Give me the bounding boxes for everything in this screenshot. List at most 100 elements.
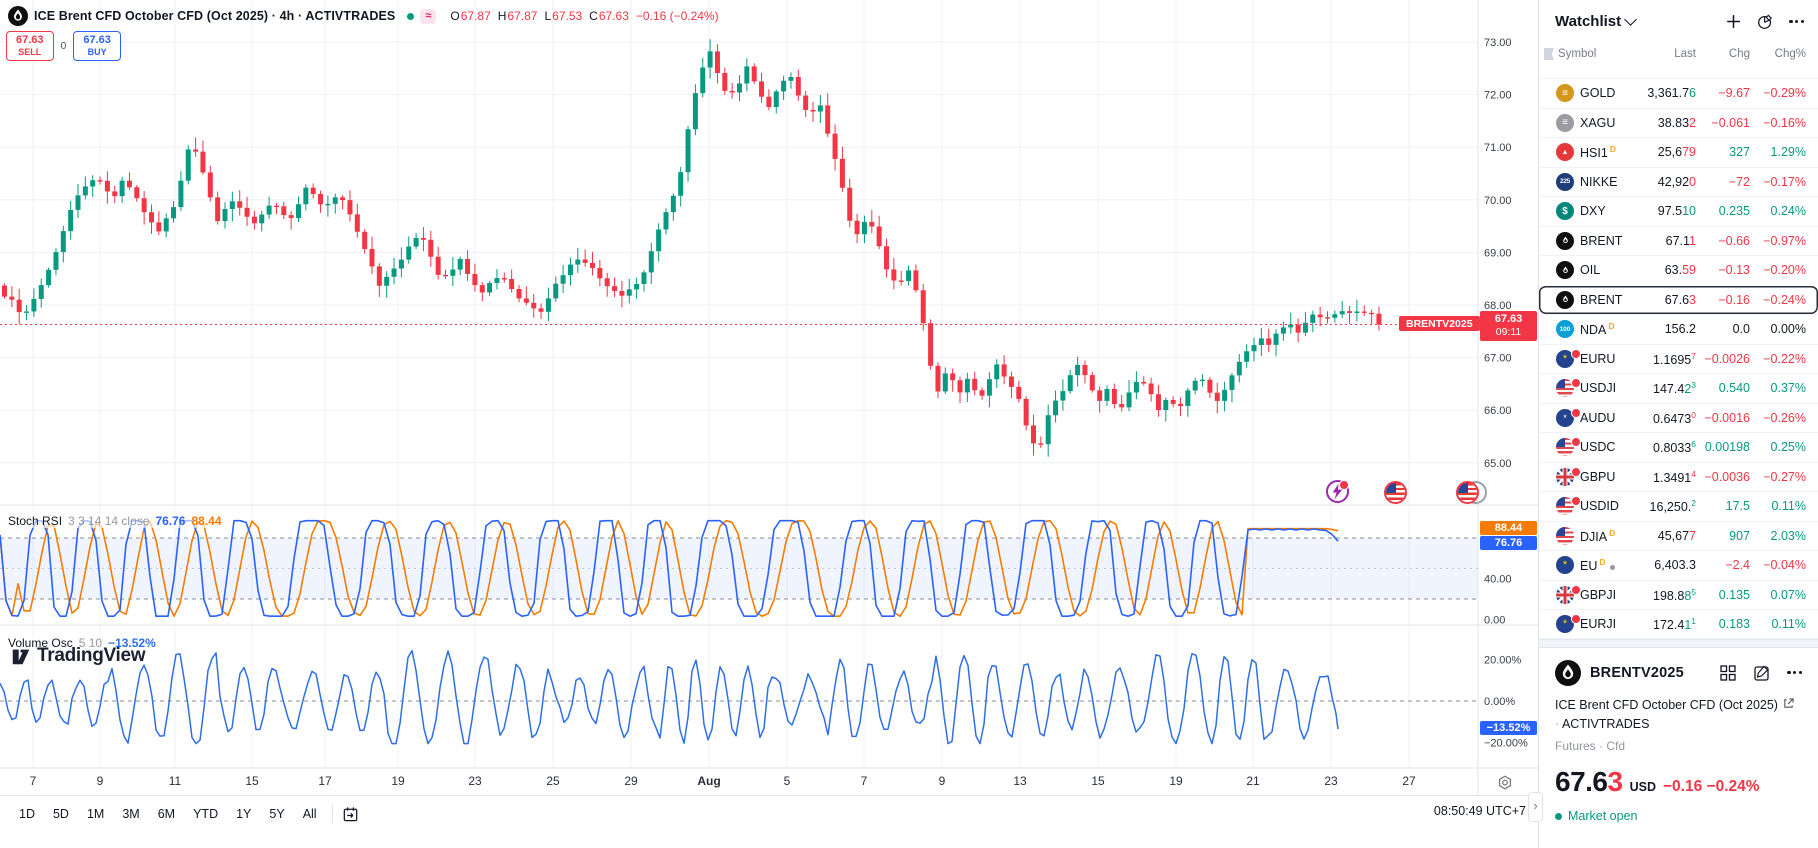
range-3M[interactable]: 3M — [122, 807, 140, 821]
time-axis-label: 23 — [1324, 774, 1338, 788]
change-pct-cell: −0.24% — [1763, 292, 1806, 307]
grid-view-icon[interactable] — [1719, 664, 1737, 682]
time-axis[interactable]: 7 9 11 15 17 19 23 25 29 Aug 5 7 9 13 15 19 21 23 27 — [0, 768, 1478, 795]
time-axis-label: 17 — [318, 774, 332, 788]
stoch-rsi-label[interactable]: Stoch RSI 3 3 14 14 close 76.76 88.44 — [8, 514, 222, 528]
watchlist-row-gold[interactable]: ≡ GOLD 3,361.76 −9.67 −0.29% — [1539, 78, 1818, 108]
hsi-symbol-icon: ▲ — [1556, 143, 1580, 162]
symbol-title[interactable]: ICE Brent CFD October CFD (Oct 2025) · 4… — [34, 9, 396, 23]
panel-divider[interactable] — [1539, 638, 1818, 648]
watchlist-row-nda[interactable]: 100 NDA D 156.2 0.0 0.00% — [1539, 314, 1818, 344]
last-price-cell: 156.2 — [1664, 322, 1696, 337]
change-pct-cell: −0.17% — [1763, 174, 1806, 189]
watchlist-row-hsi1[interactable]: ▲ HSI1 D 25,679 327 1.29% — [1539, 137, 1818, 167]
sell-button[interactable]: 67.63 SELL — [6, 31, 54, 61]
time-axis-label: Aug — [697, 774, 721, 788]
watchlist-menu-icon[interactable] — [1789, 19, 1804, 24]
external-link-icon[interactable] — [1783, 697, 1795, 709]
watchlist-row-oil[interactable]: OIL 63.59 −0.13 −0.20% — [1539, 255, 1818, 285]
watchlist-row-gbpu[interactable]: GBPU 1.34914 −0.0036 −0.27% — [1539, 461, 1818, 492]
chart-region: 73.00 72.00 71.00 70.00 69.00 68.00 67.00 66.00… — [0, 0, 1543, 824]
watchlist-rows: ≡ GOLD 3,361.76 −9.67 −0.29% ≡ XAGU 38.832 −0.06… — [1539, 78, 1818, 639]
symbol-name: NDA D — [1580, 321, 1615, 338]
range-1Y[interactable]: 1Y — [236, 807, 252, 821]
symbol-name: BRENT — [1580, 233, 1623, 248]
watchlist-row-nikke[interactable]: 225 NIKKE 42,920 −72 −0.17% — [1539, 166, 1818, 197]
symbol-name: USDJI — [1580, 381, 1617, 396]
change-cell: −0.061 — [1711, 115, 1750, 130]
symbol-name: GBPU — [1580, 469, 1616, 484]
add-symbol-button[interactable] — [1725, 13, 1742, 30]
edit-note-icon[interactable] — [1753, 664, 1771, 682]
watchlist-row-euru[interactable]: * EURU 1.16957 −0.0026 −0.22% — [1539, 343, 1818, 374]
us-symbol-icon — [1556, 496, 1581, 516]
watchlist-row-gbpji[interactable]: GBPJI 198.885 0.135 0.07% — [1539, 579, 1818, 610]
symbol-description[interactable]: ICE Brent CFD October CFD (Oct 2025) · A… — [1555, 696, 1802, 735]
heatmap-edit-icon[interactable] — [1756, 12, 1775, 31]
range-YTD[interactable]: YTD — [193, 807, 219, 821]
range-All[interactable]: All — [302, 807, 317, 821]
change-cell: −2.4 — [1725, 558, 1750, 573]
panel-collapse-handle[interactable]: › — [1528, 792, 1543, 822]
range-1M[interactable]: 1M — [86, 807, 105, 821]
change-pct-cell: 0.24% — [1770, 204, 1806, 219]
watchlist-column-headers: Symbol Last Chg Chg% — [1539, 41, 1818, 67]
watchlist-row-usdc[interactable]: USDC 0.80336 0.00198 0.25% — [1539, 432, 1818, 462]
watchlist-row-djia[interactable]: DJIA D 45,677 907 2.03% — [1539, 520, 1818, 551]
event-us-flag-icon[interactable] — [1384, 481, 1407, 504]
low-value: 67.53 — [552, 9, 583, 23]
symbol-name: GBPJI — [1580, 587, 1617, 602]
time-axis-label: 29 — [624, 774, 638, 788]
dxy-symbol-icon: $ — [1556, 202, 1580, 221]
event-lightning-icon[interactable] — [1326, 480, 1349, 503]
chart-canvas[interactable]: 73.0072.0071.0070.0069.0068.0067.0066.00… — [0, 0, 1538, 795]
buy-button[interactable]: 67.63 BUY — [73, 31, 121, 61]
watchlist-row-usdji[interactable]: USDJI 147.423 0.540 0.37% — [1539, 373, 1818, 403]
change-cell: −0.13 — [1718, 263, 1750, 278]
daily-flag: D — [1609, 527, 1616, 538]
symbol-name: BRENT — [1580, 292, 1623, 307]
current-price-badge: 67.63 09:11 — [1480, 311, 1537, 341]
watchlist-row-xagu[interactable]: ≡ XAGU 38.832 −0.061 −0.16% — [1539, 107, 1818, 138]
change-value: −0.16 (−0.24%) — [635, 9, 719, 23]
symbol-menu-icon[interactable] — [1787, 670, 1802, 675]
tradingview-logo[interactable]: TradingView — [10, 645, 146, 667]
last-price-cell: 97.510 — [1657, 204, 1696, 219]
last-price-cell: 45,677 — [1657, 528, 1696, 543]
watchlist-row-eurji[interactable]: * EURJI 172.411 0.183 0.11% — [1539, 609, 1818, 639]
go-to-date-icon[interactable] — [341, 805, 360, 824]
time-axis-label: 13 — [1013, 774, 1027, 788]
watchlist-row-dxy[interactable]: $ DXY 97.510 0.235 0.24% — [1539, 196, 1818, 226]
column-symbol[interactable]: Symbol — [1558, 48, 1597, 60]
range-5Y[interactable]: 5Y — [269, 807, 285, 821]
volume-osc-value: −13.52% — [108, 636, 156, 650]
change-cell: 0.00198 — [1704, 440, 1750, 455]
scale-settings-icon[interactable] — [1496, 774, 1514, 792]
au-symbol-icon: * — [1556, 407, 1581, 427]
watchlist-row-audu[interactable]: * AUDU 0.64730 −0.0016 −0.26% — [1539, 402, 1818, 433]
last-price-cell: 6,403.3 — [1654, 558, 1696, 573]
change-pct-cell: 0.07% — [1770, 587, 1806, 602]
last-price-cell: 0.80336 — [1653, 439, 1696, 456]
watchlist-header: Watchlist — [1539, 0, 1818, 39]
volume-osc-label[interactable]: Volume Osc 5 10 −13.52% — [8, 636, 156, 650]
last-price-cell: 0.64730 — [1653, 409, 1696, 426]
column-chg[interactable]: Chg — [1728, 48, 1750, 60]
watchlist-row-usdid[interactable]: USDID 16,250.2 17.5 0.11% — [1539, 491, 1818, 521]
watchlist-row-brent[interactable]: BRENT 67.11 −0.66 −0.97% — [1539, 225, 1818, 256]
column-chg-pct[interactable]: Chg% — [1774, 48, 1806, 60]
watchlist-title-dropdown[interactable]: Watchlist — [1555, 13, 1637, 30]
session-clock[interactable]: 08:50:49 UTC+7 — [1433, 804, 1526, 818]
flag-column-icon[interactable] — [1544, 48, 1554, 60]
range-6M[interactable]: 6M — [157, 807, 176, 821]
price-scale-label: 65.00 — [1484, 458, 1512, 470]
event-us-flag-icon-2[interactable] — [1456, 481, 1479, 504]
symbol-name[interactable]: BRENTV2025 — [1590, 664, 1684, 681]
watchlist-row-eu[interactable]: * EU D 6,403.3 −2.4 −0.04% — [1539, 550, 1818, 580]
watchlist-row-brent[interactable]: BRENT 67.63 −0.16 −0.24% — [1539, 285, 1818, 315]
range-5D[interactable]: 5D — [52, 807, 69, 821]
range-1D[interactable]: 1D — [19, 807, 35, 821]
column-last[interactable]: Last — [1674, 48, 1696, 60]
change-pct-cell: −0.26% — [1763, 410, 1806, 425]
gb-symbol-icon — [1556, 584, 1581, 604]
